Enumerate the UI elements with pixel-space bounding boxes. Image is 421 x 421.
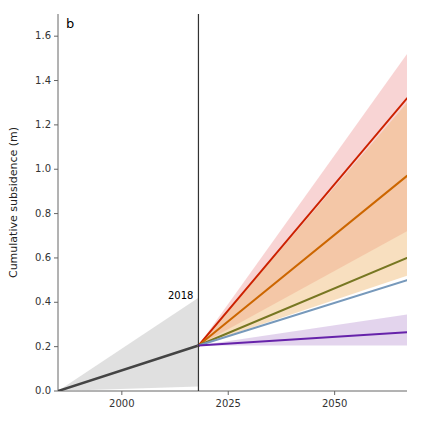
x-tick-label: 2000 xyxy=(109,398,134,409)
series-line xyxy=(198,258,407,346)
plot-area xyxy=(58,14,407,391)
y-tick-label: 0.2 xyxy=(35,341,51,352)
y-tick-label: 0.4 xyxy=(35,296,51,307)
y-tick xyxy=(54,213,58,214)
y-tick-label: 1.6 xyxy=(35,30,51,41)
series-line xyxy=(198,176,407,346)
y-tick-label: 1.0 xyxy=(35,163,51,174)
series-line xyxy=(198,98,407,345)
x-tick xyxy=(121,391,122,395)
y-tick xyxy=(54,391,58,392)
x-tick xyxy=(334,391,335,395)
y-tick xyxy=(54,346,58,347)
y-tick xyxy=(54,124,58,125)
y-tick-label: 1.2 xyxy=(35,119,51,130)
y-tick xyxy=(54,80,58,81)
y-tick-label: 0.0 xyxy=(35,385,51,396)
y-tick-label: 1.4 xyxy=(35,75,51,86)
axes: 0.0 0.2 0.4 0.6 0.8 1.0 1.2 1.4 1.6 2000 2025 2050 xyxy=(35,14,407,409)
uncertainty-band xyxy=(58,298,198,391)
x-axis-line xyxy=(58,391,407,392)
x-tick-label: 2050 xyxy=(322,398,347,409)
lines xyxy=(58,98,407,391)
y-tick xyxy=(54,36,58,37)
y-tick-label: 0.8 xyxy=(35,208,51,219)
series-line xyxy=(198,280,407,345)
annotation: 2018 xyxy=(168,290,193,301)
y-tick xyxy=(54,302,58,303)
series-line xyxy=(198,332,407,345)
y-axis-line xyxy=(58,14,59,391)
y-tick-label: 0.6 xyxy=(35,252,51,263)
bands xyxy=(58,54,407,391)
split-line xyxy=(198,14,199,391)
series-line xyxy=(58,346,198,391)
y-tick xyxy=(54,257,58,258)
uncertainty-band xyxy=(198,54,407,346)
title: b xyxy=(66,16,74,31)
y-tick xyxy=(54,169,58,170)
y-axis-label: Cumulative subsidence (m) xyxy=(7,127,20,278)
x-tick xyxy=(228,391,229,395)
chart: 0.0 0.2 0.4 0.6 0.8 1.0 1.2 1.4 1.6 2000 2025 2050 C… xyxy=(0,0,421,421)
x-tick-label: 2025 xyxy=(216,398,241,409)
